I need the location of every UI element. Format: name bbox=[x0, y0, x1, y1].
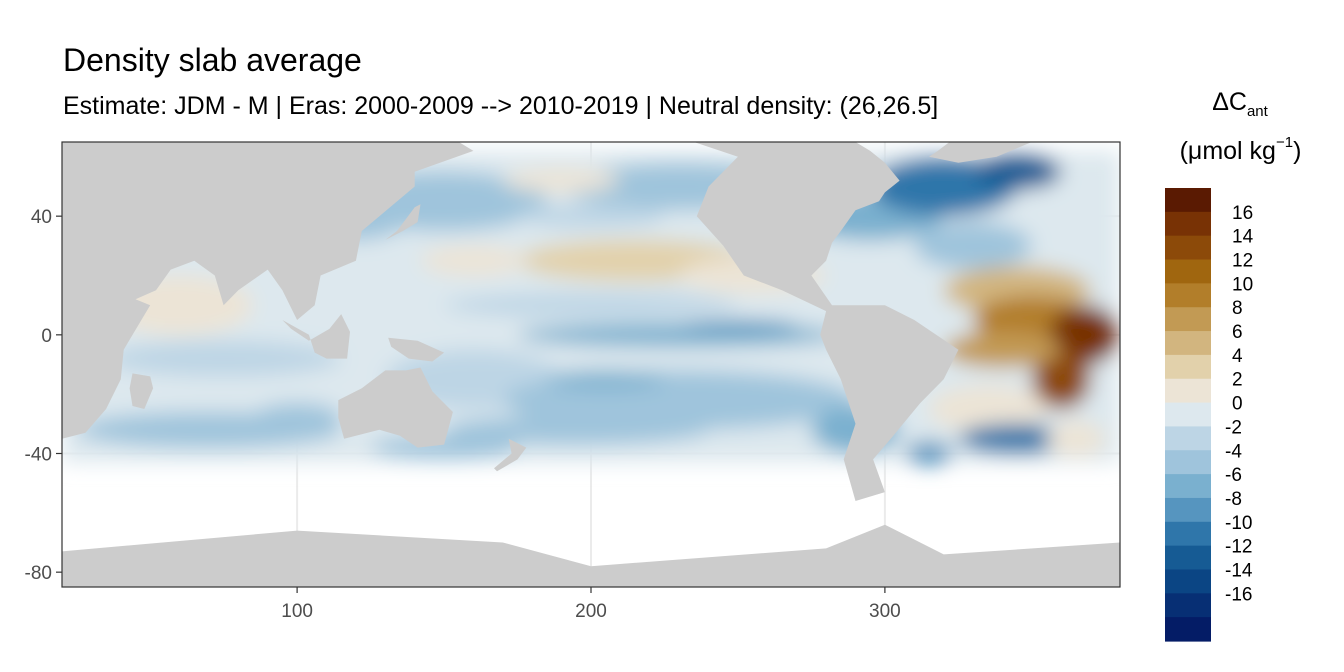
colorbar-swatch bbox=[1165, 545, 1211, 571]
colorbar-swatch bbox=[1165, 283, 1211, 308]
colorbar-swatch bbox=[1165, 331, 1211, 356]
land-new-zealand bbox=[494, 438, 527, 472]
ocean-anomaly-patch bbox=[420, 245, 527, 276]
ocean-anomaly-patch bbox=[958, 423, 1076, 454]
colorbar-tick-label: -8 bbox=[1225, 489, 1242, 510]
colorbar-swatch bbox=[1165, 402, 1211, 428]
colorbar-swatch bbox=[1165, 521, 1211, 547]
colorbar-tick-label: 0 bbox=[1232, 394, 1243, 415]
ocean-anomaly-patch bbox=[1049, 305, 1120, 365]
land-americas bbox=[561, 142, 959, 501]
legend-unit-close: ) bbox=[1293, 137, 1302, 165]
y-tick-label: -40 bbox=[25, 445, 52, 466]
colorbar-tick-label: 8 bbox=[1232, 298, 1243, 319]
ocean-anomaly-patch bbox=[1046, 420, 1106, 457]
colorbar-tick-label: 6 bbox=[1232, 322, 1243, 343]
y-tick-label: 40 bbox=[31, 207, 52, 228]
y-tick-label: 0 bbox=[41, 326, 52, 347]
colorbar-swatch bbox=[1165, 211, 1211, 237]
colorbar-swatch bbox=[1165, 497, 1211, 523]
ocean-anomaly-patch bbox=[502, 168, 621, 193]
ocean-anomaly-patch bbox=[444, 414, 709, 445]
x-tick-label: 200 bbox=[575, 601, 607, 622]
x-tick-label: 100 bbox=[281, 601, 313, 622]
colorbar-swatch bbox=[1165, 569, 1211, 594]
colorbar-tick-label: -6 bbox=[1225, 465, 1242, 486]
land-eurasia-africa bbox=[62, 142, 474, 439]
chart-subtitle: Estimate: JDM - M | Eras: 2000-2009 --> … bbox=[63, 92, 939, 120]
land-mask bbox=[62, 142, 1120, 587]
ocean-anomaly-patch bbox=[928, 385, 1047, 433]
ocean-anomaly-patch bbox=[106, 340, 342, 377]
colorbar-tick-label: 2 bbox=[1232, 370, 1243, 391]
colorbar-swatch bbox=[1165, 593, 1211, 618]
colorbar-tick-label: 10 bbox=[1232, 274, 1253, 295]
legend-symbol: ΔC bbox=[1212, 88, 1247, 116]
colorbar-tick-label: -2 bbox=[1225, 417, 1242, 438]
colorbar-tick-label: -12 bbox=[1225, 537, 1252, 558]
ocean-anomaly-patch bbox=[517, 204, 665, 229]
land-japan bbox=[385, 204, 421, 240]
legend-subscript: ant bbox=[1246, 103, 1268, 120]
land-greenland bbox=[929, 142, 1032, 163]
colorbar-tick-label: -4 bbox=[1225, 441, 1242, 462]
chart-title: Density slab average bbox=[63, 42, 362, 78]
ocean-anomaly-patch bbox=[370, 435, 518, 460]
colorbar-tick-label: 12 bbox=[1232, 251, 1253, 272]
colorbar-tick-label: -14 bbox=[1225, 560, 1253, 581]
land-new-guinea bbox=[388, 337, 445, 362]
land-antarctica bbox=[62, 524, 1120, 587]
colorbar-swatch bbox=[1165, 354, 1211, 380]
legend-unit-open: (μmol kg bbox=[1179, 137, 1276, 165]
ocean-anomaly-patch bbox=[973, 153, 1062, 190]
colorbar-swatch bbox=[1165, 188, 1211, 213]
ocean-anomaly-patch bbox=[679, 320, 797, 332]
ocean-anomaly-patch bbox=[914, 222, 1032, 270]
ocean-anomaly-patch bbox=[905, 441, 953, 466]
colorbar-tick-label: 16 bbox=[1232, 203, 1253, 224]
colorbar-swatch bbox=[1165, 474, 1211, 499]
ocean-anomaly-patch bbox=[1031, 349, 1091, 410]
colorbar-swatch bbox=[1165, 307, 1211, 332]
colorbar-swatch bbox=[1165, 450, 1211, 475]
legend-title: ΔCant bbox=[1195, 88, 1285, 120]
colorbar-tick-label: -10 bbox=[1225, 513, 1252, 534]
colorbar-swatch bbox=[1165, 426, 1211, 451]
colorbar-swatch bbox=[1165, 235, 1211, 261]
legend-unit: (μmol kg−1) bbox=[1158, 134, 1323, 166]
land-borneo-sumatra bbox=[282, 314, 350, 359]
legend-unit-sup: −1 bbox=[1275, 134, 1294, 151]
ocean-anomaly-patch bbox=[253, 403, 342, 433]
x-tick-label: 300 bbox=[869, 601, 901, 622]
colorbar-swatch bbox=[1165, 259, 1211, 284]
colorbar-tick-label: 14 bbox=[1232, 227, 1254, 248]
ocean-anomaly-patch bbox=[943, 331, 1062, 368]
colorbar-swatch bbox=[1165, 617, 1211, 642]
land-australia bbox=[338, 367, 453, 448]
ocean-anomaly-patch bbox=[444, 293, 738, 318]
colorbar-tick-label: 4 bbox=[1232, 346, 1243, 367]
y-tick-label: -80 bbox=[25, 563, 52, 584]
colorbar-swatch bbox=[1165, 378, 1211, 404]
land-madagascar bbox=[129, 373, 154, 409]
ocean-anomaly-patch bbox=[546, 370, 665, 389]
colorbar-tick-label: -16 bbox=[1225, 584, 1252, 605]
